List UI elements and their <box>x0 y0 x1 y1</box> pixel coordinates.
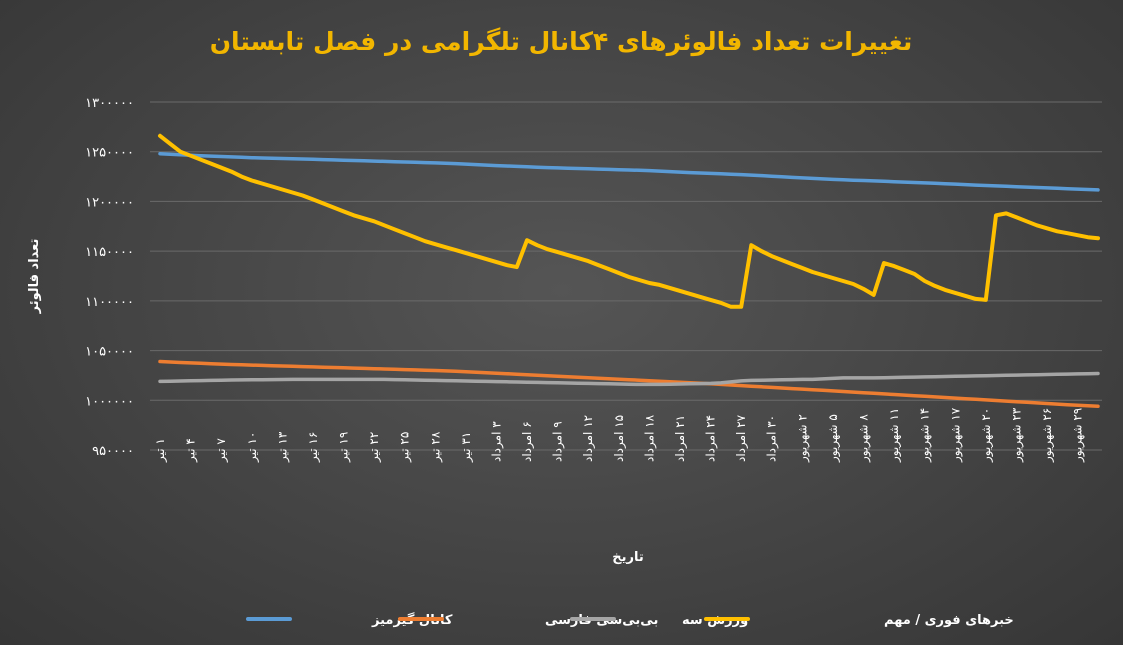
x-tick-label: ۶ امرداد <box>520 421 535 462</box>
x-tick-label: ۲۵ تیر <box>398 432 413 463</box>
x-tick-label: ۲۸ تیر <box>428 431 443 463</box>
series-layer <box>158 133 1100 409</box>
y-tick-label: ۱۰۰۰۰۰۰ <box>85 394 134 409</box>
x-tick-label: ۴ تیر <box>184 438 199 463</box>
x-tick-label: ۳۱ تیر <box>459 432 474 463</box>
x-axis-ticks: ۱ تیر ۴ تیر ۷ تیر ۱۰ تیر ۱۳ تیر ۱۶ تیر ۱۹ تیر ۲… <box>153 407 1086 463</box>
x-tick-label: ۳۰ امرداد <box>765 415 780 462</box>
x-tick-label: ۲۲ تیر <box>367 432 382 463</box>
series-line <box>158 133 1100 309</box>
x-tick-label: ۷ تیر <box>214 438 229 463</box>
x-tick-label: ۱۷ شهریور <box>948 407 963 463</box>
x-tick-label: ۲۹ شهریور <box>1071 408 1086 463</box>
y-tick-label: ۱۲۰۰۰۰۰ <box>85 195 134 210</box>
y-tick-label: ۱۱۰۰۰۰۰ <box>85 295 134 310</box>
y-tick-label: ۱۰۵۰۰۰۰ <box>85 345 134 360</box>
x-axis-label: تاریخ <box>612 550 644 565</box>
y-tick-label: ۱۲۵۰۰۰۰ <box>85 146 134 161</box>
x-tick-label: ۹ امرداد <box>551 421 566 462</box>
grid-layer <box>150 101 1102 451</box>
x-tick-label: ۵ شهریور <box>826 414 841 463</box>
x-tick-label: ۲۰ شهریور <box>979 408 994 463</box>
x-tick-label: ۲۶ شهریور <box>1040 408 1055 463</box>
x-tick-label: ۱۲ امرداد <box>581 415 596 462</box>
x-tick-label: ۲۴ امرداد <box>704 415 719 462</box>
y-tick-label: ۹۵۰۰۰۰ <box>92 444 134 459</box>
x-tick-label: ۱۸ امرداد <box>642 414 657 462</box>
y-axis-ticks: ۹۵۰۰۰۰ ۱۰۰۰۰۰۰ ۱۰۵۰۰۰۰ ۱۱۰۰۰۰۰ ۱۱۵۰۰۰۰ ۱۲۰۰۰۰… <box>85 96 134 459</box>
x-tick-label: ۲۷ امرداد <box>734 414 749 462</box>
x-tick-label: ۲۱ امرداد <box>673 415 688 462</box>
x-tick-label: ۱۴ شهریور <box>918 408 933 463</box>
x-tick-label: ۲۳ شهریور <box>1009 407 1024 463</box>
x-tick-label: ۱۵ امرداد <box>612 415 627 462</box>
x-tick-label: ۳ امرداد <box>489 421 504 462</box>
y-axis-label: تعداد فالوئر <box>27 239 42 315</box>
series-line <box>158 151 1100 192</box>
x-tick-label: ۸ شهریور <box>857 414 872 463</box>
series-line <box>158 359 1100 409</box>
x-tick-label: ۱۳ تیر <box>275 431 290 463</box>
x-tick-label: ۱۶ تیر <box>306 432 321 463</box>
x-tick-label: ۱ تیر <box>153 438 168 463</box>
y-tick-label: ۱۳۰۰۰۰۰ <box>85 96 134 111</box>
x-tick-label: ۱۹ تیر <box>337 432 352 463</box>
x-tick-label: ۲ شهریور <box>795 414 810 463</box>
series-line <box>158 371 1100 387</box>
chart-title: تغییرات تعداد فالوئرهای ۴کانال تلگرامی د… <box>210 27 913 57</box>
x-tick-label: ۱۱ شهریور <box>887 408 902 463</box>
legend-label: خبرهای فوری / مهم <box>884 613 1014 628</box>
x-tick-label: ۱۰ تیر <box>245 432 260 463</box>
y-tick-label: ۱۱۵۰۰۰۰ <box>85 245 134 260</box>
